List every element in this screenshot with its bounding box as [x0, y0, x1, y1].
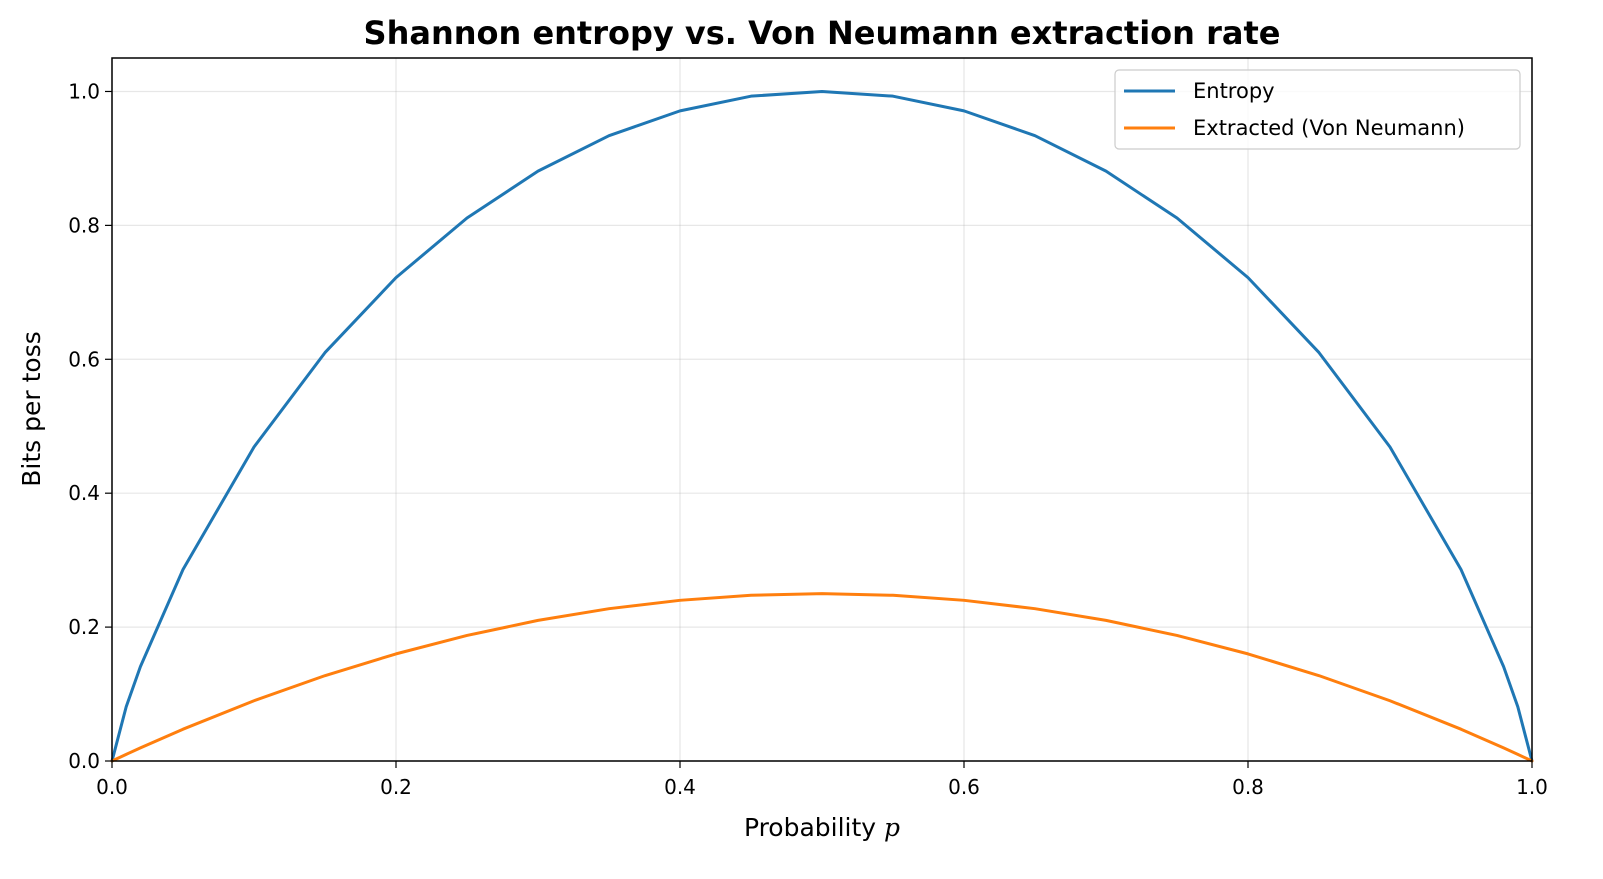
series-line-0 [110, 89, 1534, 763]
chart-title: Shannon entropy vs. Von Neumann extracti… [364, 14, 1281, 52]
y-tick-label: 0.6 [68, 347, 100, 371]
plot-frame [111, 57, 1533, 762]
series-line-1 [110, 592, 1534, 763]
legend-box [1114, 69, 1521, 150]
x-axis-title: Probability p [744, 813, 900, 842]
legend-label-1: Extracted (Von Neumann) [1193, 116, 1465, 140]
y-axis: 0.0 0.2 0.4 0.6 0.8 1.0 [68, 79, 112, 773]
x-tick-label: 0.0 [96, 775, 128, 799]
series-group [110, 89, 1534, 763]
y-tick-label: 0.0 [68, 749, 100, 773]
y-tick-label: 0.2 [68, 615, 100, 639]
x-axis-label: Probability [744, 813, 876, 842]
x-tick-label: 1.0 [1516, 775, 1548, 799]
y-tick-label: 0.4 [68, 481, 100, 505]
x-tick-label: 0.8 [1232, 775, 1264, 799]
x-axis: 0.0 0.2 0.4 0.6 0.8 1.0 [96, 761, 1548, 799]
y-tick-label: 1.0 [68, 79, 100, 103]
x-tick-label: 0.4 [664, 775, 696, 799]
x-tick-label: 0.2 [380, 775, 412, 799]
legend: Entropy Extracted (Von Neumann) [1114, 69, 1521, 150]
x-tick-label: 0.6 [948, 775, 980, 799]
x-axis-variable: p [884, 813, 900, 842]
y-tick-label: 0.8 [68, 213, 100, 237]
y-axis-title: Bits per toss [17, 331, 46, 487]
legend-label-0: Entropy [1193, 79, 1275, 103]
grid [111, 58, 1533, 762]
